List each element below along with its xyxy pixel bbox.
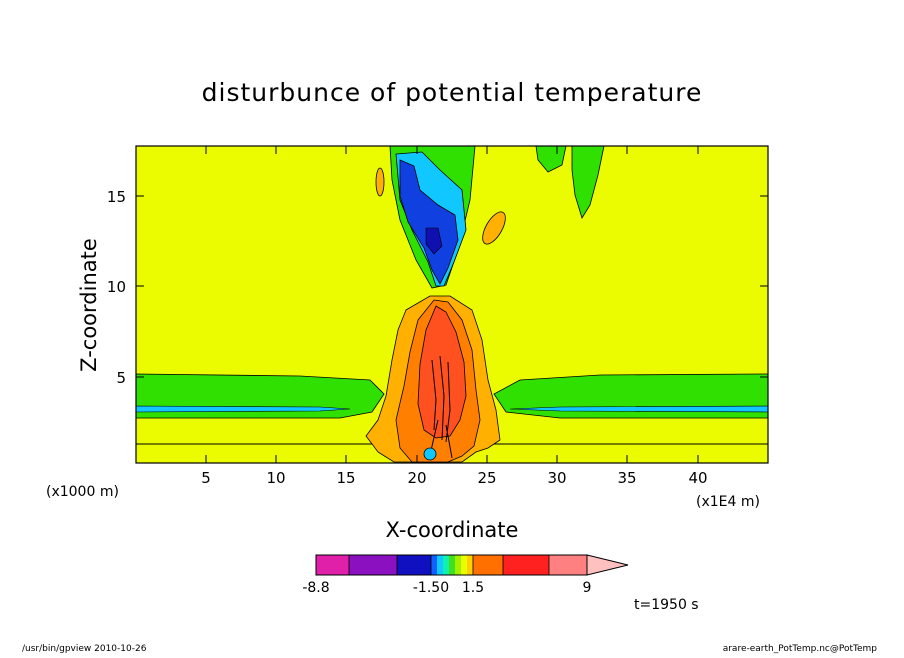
- y-ticks: [136, 195, 768, 378]
- x-tick-label: 20: [407, 469, 426, 487]
- cb-seg: [316, 555, 349, 575]
- footer-left: /usr/bin/gpview 2010-10-26: [22, 644, 147, 654]
- blue-core-upper: [399, 159, 459, 285]
- cb-seg: [437, 555, 443, 575]
- cb-seg: [431, 555, 437, 575]
- y-tick-labels: 5 10 15: [107, 188, 126, 387]
- orange-spot-right: [482, 211, 506, 245]
- colorbar-label: -1.50: [413, 580, 449, 596]
- orange-spot-left: [375, 167, 385, 197]
- cb-extend-arrow: [586, 554, 629, 576]
- cb-seg: [503, 555, 549, 575]
- cb-seg: [443, 555, 449, 575]
- cb-seg: [397, 555, 431, 575]
- green-plume-upper-right: [571, 145, 605, 219]
- cb-seg: [467, 555, 473, 575]
- cb-seg: [449, 555, 455, 575]
- cb-seg: [455, 555, 461, 575]
- x-tick-label: 25: [477, 469, 496, 487]
- x-tick-label: 30: [547, 469, 566, 487]
- plot-area: [135, 145, 769, 464]
- cyan-streak-left: [135, 405, 351, 413]
- x-tick-label: 40: [688, 469, 707, 487]
- y-tick-label: 15: [107, 188, 126, 206]
- footer-right: arare-earth_PotTemp.nc@PotTemp: [723, 644, 878, 654]
- plot-frame: [135, 145, 769, 464]
- x-tick-labels: 5 10 15 20 25 30 35 40: [201, 469, 707, 487]
- cb-frame: [315, 554, 588, 576]
- chart-title: disturbunce of potential temperature: [202, 78, 703, 107]
- contour-cluster-center: [429, 355, 453, 459]
- y-unit-label: (x1000 m): [46, 484, 119, 500]
- x-tick-label: 10: [266, 469, 285, 487]
- cb-seg: [473, 555, 503, 575]
- y-tick-label: 5: [116, 369, 126, 387]
- x-tick-label: 35: [617, 469, 636, 487]
- x-tick-label: 15: [336, 469, 355, 487]
- colorbar: [315, 554, 629, 576]
- x-tick-label: 5: [201, 469, 211, 487]
- y-axis-label: Z-coordinate: [77, 238, 101, 372]
- cb-seg: [349, 555, 397, 575]
- darkblue-core-upper: [425, 227, 443, 255]
- time-annotation: t=1950 s: [634, 597, 699, 613]
- cb-seg: [549, 555, 587, 575]
- x-ticks: [205, 146, 699, 463]
- colorbar-label: 1.5: [462, 580, 484, 596]
- cb-seg: [461, 555, 467, 575]
- colorbar-label: -8.8: [302, 580, 329, 596]
- x-axis-label: X-coordinate: [386, 518, 519, 542]
- x-unit-label: (x1E4 m): [696, 494, 760, 510]
- blue-spot-bottom: [423, 447, 437, 461]
- y-tick-label: 10: [107, 278, 126, 296]
- colorbar-label: 9: [583, 580, 592, 596]
